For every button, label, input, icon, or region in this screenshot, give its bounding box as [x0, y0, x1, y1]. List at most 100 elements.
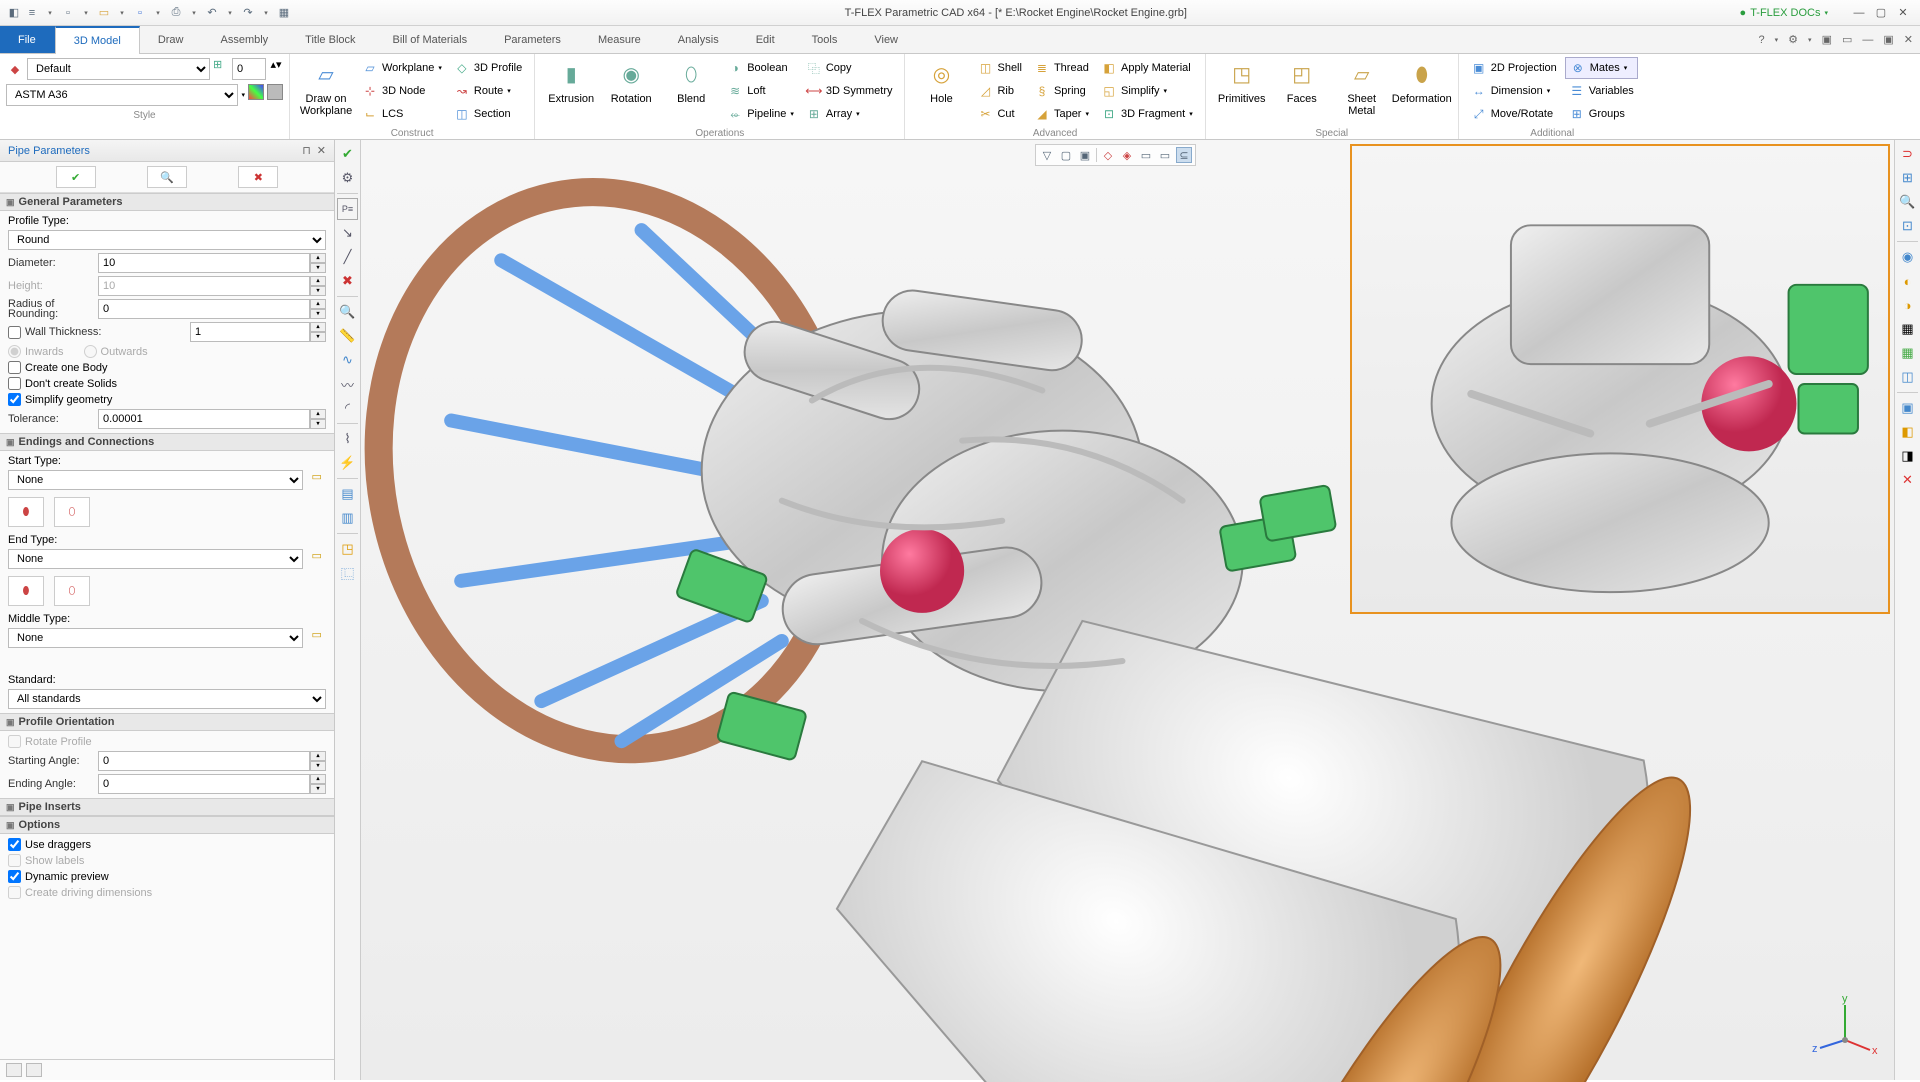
tab-file[interactable]: File — [0, 26, 55, 53]
section-inserts[interactable]: Pipe Inserts — [0, 798, 334, 816]
r7-icon[interactable]: ◑ — [1897, 294, 1918, 316]
pin-icon[interactable]: ⊓ — [302, 144, 311, 157]
footer-btn-1[interactable] — [6, 1063, 22, 1077]
2d-projection-button[interactable]: ▣2D Projection — [1467, 57, 1561, 79]
r11-icon[interactable]: ▣ — [1897, 397, 1918, 419]
preview-button[interactable]: 🔍 — [147, 166, 187, 188]
3d-node-button[interactable]: ⊹3D Node — [358, 80, 446, 102]
new-icon[interactable]: ▫ — [60, 5, 76, 21]
tab-tools[interactable]: Tools — [794, 26, 857, 53]
color-swatch-2[interactable] — [267, 84, 283, 100]
rib-button[interactable]: ◿Rib — [973, 80, 1025, 102]
dont-create-solids-check[interactable] — [8, 377, 21, 390]
3d-fragment-button[interactable]: ⊡3D Fragment ▾ — [1097, 103, 1197, 125]
cascade-icon[interactable]: ▦ — [276, 5, 292, 21]
simplify-button[interactable]: ◱Simplify ▾ — [1097, 80, 1197, 102]
route-button[interactable]: ↝Route ▾ — [450, 80, 526, 102]
r5-icon[interactable]: ◉ — [1897, 246, 1918, 268]
arrow-icon[interactable]: ↘ — [337, 222, 358, 244]
tflex-docs-button[interactable]: T-FLEX DOCs▾ — [1740, 7, 1828, 19]
faces-button[interactable]: ◰Faces — [1274, 57, 1330, 107]
tab-bom[interactable]: Bill of Materials — [375, 26, 487, 53]
extrusion-button[interactable]: ▮Extrusion — [543, 57, 599, 107]
box-icon[interactable]: ◳ — [337, 538, 358, 560]
3d-symmetry-button[interactable]: ⟷3D Symmetry — [802, 80, 897, 102]
tab-3d-model[interactable]: 3D Model — [55, 26, 140, 54]
filter-icon[interactable]: ▽ — [1039, 147, 1055, 163]
browse-icon[interactable]: ▭ — [307, 628, 326, 648]
apply-button[interactable]: ✔ — [56, 166, 96, 188]
move-rotate-button[interactable]: ⤢Move/Rotate — [1467, 103, 1561, 125]
flash-icon[interactable]: ⚡ — [337, 452, 358, 474]
browse-icon[interactable]: ▭ — [307, 549, 326, 569]
accept-icon[interactable]: ✔ — [337, 143, 358, 165]
cancel-red-icon[interactable]: ✖ — [337, 270, 358, 292]
redo-icon[interactable]: ↷ — [240, 5, 256, 21]
height-input[interactable]: 10 — [98, 276, 310, 296]
minimize-icon[interactable]: — — [1848, 5, 1870, 21]
create-one-body-check[interactable] — [8, 361, 21, 374]
tolerance-input[interactable]: 0.00001 — [98, 409, 310, 429]
boolean-button[interactable]: ◑Boolean — [723, 57, 798, 79]
close2-icon[interactable]: ✕ — [1901, 33, 1916, 46]
r4-icon[interactable]: ⊡ — [1897, 215, 1918, 237]
hole-button[interactable]: ◎Hole — [913, 57, 969, 107]
close-icon[interactable]: ✕ — [1892, 5, 1914, 21]
help-icon[interactable]: ? — [1756, 34, 1768, 46]
ending-angle-input[interactable]: 0 — [98, 774, 310, 794]
spring-button[interactable]: §Spring — [1030, 80, 1093, 102]
browse-icon[interactable]: ▭ — [307, 470, 326, 490]
view-triad[interactable]: x y z — [1810, 990, 1880, 1060]
color-swatch-1[interactable] — [248, 84, 264, 100]
3d-profile-button[interactable]: ◇3D Profile — [450, 57, 526, 79]
vt8-icon[interactable]: ⊆ — [1176, 147, 1192, 163]
mates-button[interactable]: ⊗Mates ▾ — [1565, 57, 1638, 79]
draw-on-workplane-button[interactable]: ▱Draw on Workplane — [298, 57, 354, 119]
zoom-icon[interactable]: 🔍 — [337, 301, 358, 323]
end-icon-1[interactable]: ⬮ — [8, 576, 44, 606]
vt7-icon[interactable]: ▭ — [1157, 147, 1173, 163]
primitives-button[interactable]: ◳Primitives — [1214, 57, 1270, 107]
tab-draw[interactable]: Draw — [140, 26, 203, 53]
tab-titleblock[interactable]: Title Block — [287, 26, 374, 53]
tflex-icon[interactable]: ◧ — [6, 5, 22, 21]
r9-icon[interactable]: ▦ — [1897, 342, 1918, 364]
loft-button[interactable]: ≋Loft — [723, 80, 798, 102]
magnet-icon[interactable]: ⊃ — [1897, 143, 1918, 165]
style-preset-select[interactable]: Default — [27, 58, 210, 80]
profile-type-select[interactable]: Round — [8, 230, 326, 250]
r14-icon[interactable]: ✕ — [1897, 469, 1918, 491]
save-icon[interactable]: ▫ — [132, 5, 148, 21]
tab-measure[interactable]: Measure — [580, 26, 660, 53]
tab-analysis[interactable]: Analysis — [660, 26, 738, 53]
section-button[interactable]: ◫Section — [450, 103, 526, 125]
r2-icon[interactable]: ⊞ — [1897, 167, 1918, 189]
taper-button[interactable]: ◢Taper ▾ — [1030, 103, 1093, 125]
vt6-icon[interactable]: ▭ — [1138, 147, 1154, 163]
cancel-button[interactable]: ✖ — [238, 166, 278, 188]
r3-icon[interactable]: 🔍 — [1897, 191, 1918, 213]
middle-type-select[interactable]: None — [8, 628, 303, 648]
sheet-metal-button[interactable]: ▱Sheet Metal — [1334, 57, 1390, 119]
groups-button[interactable]: ⊞Groups — [1565, 103, 1638, 125]
3d-viewport[interactable]: ✔ ⚙ P≡ ↘ ╱ ✖ 🔍 📏 ∿ 〰 ◜ ⌇ ⚡ ▤ ▥ ◳ ⿺ — [335, 140, 1920, 1080]
open-icon[interactable]: ▭ — [96, 5, 112, 21]
gear-icon[interactable]: ⚙ — [1785, 33, 1801, 46]
section-orientation[interactable]: Profile Orientation — [0, 713, 334, 731]
undo-icon[interactable]: ↶ — [204, 5, 220, 21]
vt4-icon[interactable]: ◇ — [1100, 147, 1116, 163]
doc1-icon[interactable]: ▤ — [337, 483, 358, 505]
deformation-button[interactable]: ⬮Deformation — [1394, 57, 1450, 107]
maximize-icon[interactable]: ▢ — [1870, 5, 1892, 21]
menu-icon[interactable]: ≡ — [24, 5, 40, 21]
spline-icon[interactable]: 〰 — [337, 373, 358, 395]
collapse-ribbon-icon[interactable]: ▭ — [1839, 33, 1855, 46]
thread-button[interactable]: ≣Thread — [1030, 57, 1093, 79]
style-spin[interactable] — [232, 58, 266, 80]
r6-icon[interactable]: ◐ — [1897, 270, 1918, 292]
book-icon[interactable]: ▥ — [337, 507, 358, 529]
r12-icon[interactable]: ◧ — [1897, 421, 1918, 443]
vt5-icon[interactable]: ◈ — [1119, 147, 1135, 163]
section-general[interactable]: General Parameters — [0, 193, 334, 211]
r10-icon[interactable]: ◫ — [1897, 366, 1918, 388]
